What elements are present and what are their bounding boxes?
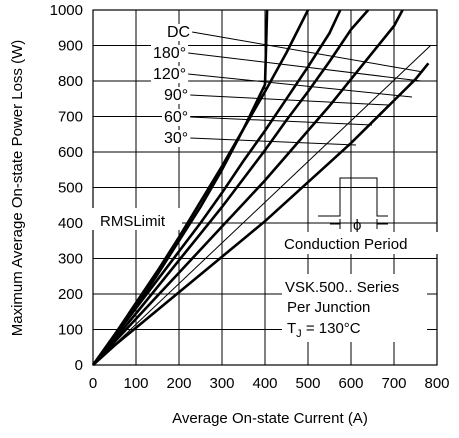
y-tick-label-6: 600 (58, 144, 83, 161)
x-tick-label-7: 700 (381, 375, 406, 392)
temp-subscript: J (296, 328, 302, 340)
series-line-rms-limit (92, 45, 431, 366)
rms-layer (92, 45, 431, 366)
series-line-30deg (92, 62, 430, 366)
series-line-180deg (91, 9, 310, 366)
curve-label-30deg: 30° (164, 130, 188, 147)
ticks-layer: 0 100 200 300 400 500 600 700 800 0 100 200 300 400 50… (50, 2, 450, 392)
curve-label-120deg: 120° (153, 66, 186, 83)
y-tick-label-5: 500 (58, 180, 83, 197)
curve-label-bg-dc (165, 24, 193, 41)
curve-label-bg-90deg (162, 87, 191, 104)
curve-label-layer: DC 180° 120° 90° 60° 30° (151, 24, 193, 147)
x-tick-label-2: 200 (166, 375, 191, 392)
plot-frame (92, 9, 438, 366)
curve-label-bg-180deg (151, 45, 189, 62)
curve-label-dc: DC (167, 24, 190, 41)
series-line-120deg (91, 9, 342, 366)
conduction-label-bg (280, 232, 440, 254)
leader-line-180deg (188, 52, 422, 82)
leader-line-dc (192, 31, 424, 73)
curve-label-bg-120deg (151, 66, 189, 83)
leader-line-30deg (190, 137, 357, 146)
curve-label-180deg: 180° (153, 45, 186, 62)
curve-label-bg-60deg (162, 109, 191, 126)
conduction-waveform-icon: ϕ (318, 177, 388, 234)
x-tick-label-4: 400 (252, 375, 277, 392)
temp-symbol: T (287, 320, 296, 337)
y-tick-label-8: 800 (58, 73, 83, 90)
curve-label-90deg: 90° (164, 87, 188, 104)
y-tick-label-7: 700 (58, 109, 83, 126)
leader-line-90deg (190, 94, 389, 106)
y-tick-label-1: 100 (58, 322, 83, 339)
conduction-period-label: Conduction Period (284, 236, 407, 253)
annotation-layer: RMSLimit ϕ Conduction Period VSK.500.. S… (92, 177, 440, 342)
x-tick-label-8: 800 (424, 375, 449, 392)
leader-line-60deg (190, 116, 373, 126)
y-tick-label-3: 300 (58, 251, 83, 268)
y-tick-label-0: 0 (75, 357, 83, 374)
curve-layer (91, 9, 430, 366)
x-tick-label-1: 100 (123, 375, 148, 392)
curve-label-60deg: 60° (164, 109, 188, 126)
x-tick-label-3: 300 (209, 375, 234, 392)
y-tick-label-10: 1000 (50, 2, 83, 19)
y-tick-label-2: 200 (58, 286, 83, 303)
series-line-60deg (92, 9, 404, 366)
y-axis-title: Maximum Average On-state Power Loss (W) (9, 40, 26, 336)
leader-layer (188, 31, 424, 146)
temp-value: = 130°C (302, 320, 361, 337)
temperature-label: TJ = 130°C (287, 320, 361, 340)
series-name-label: VSK.500.. Series (285, 279, 399, 296)
series-line-90deg (92, 9, 370, 366)
curve-label-bg-30deg (162, 130, 191, 147)
junction-label: Per Junction (287, 299, 370, 316)
x-axis-title: Average On-state Current (A) (172, 410, 368, 427)
x-tick-label-6: 600 (338, 375, 363, 392)
leader-line-120deg (188, 73, 413, 98)
rms-limit-label: RMSLimit (100, 213, 166, 230)
x-tick-label-0: 0 (89, 375, 97, 392)
phi-symbol: ϕ (353, 217, 361, 234)
series-note-bg (282, 274, 427, 342)
x-tick-label-5: 500 (295, 375, 320, 392)
rms-label-bg (92, 208, 182, 230)
y-tick-label-9: 900 (58, 38, 83, 55)
y-tick-label-4: 400 (58, 215, 83, 232)
